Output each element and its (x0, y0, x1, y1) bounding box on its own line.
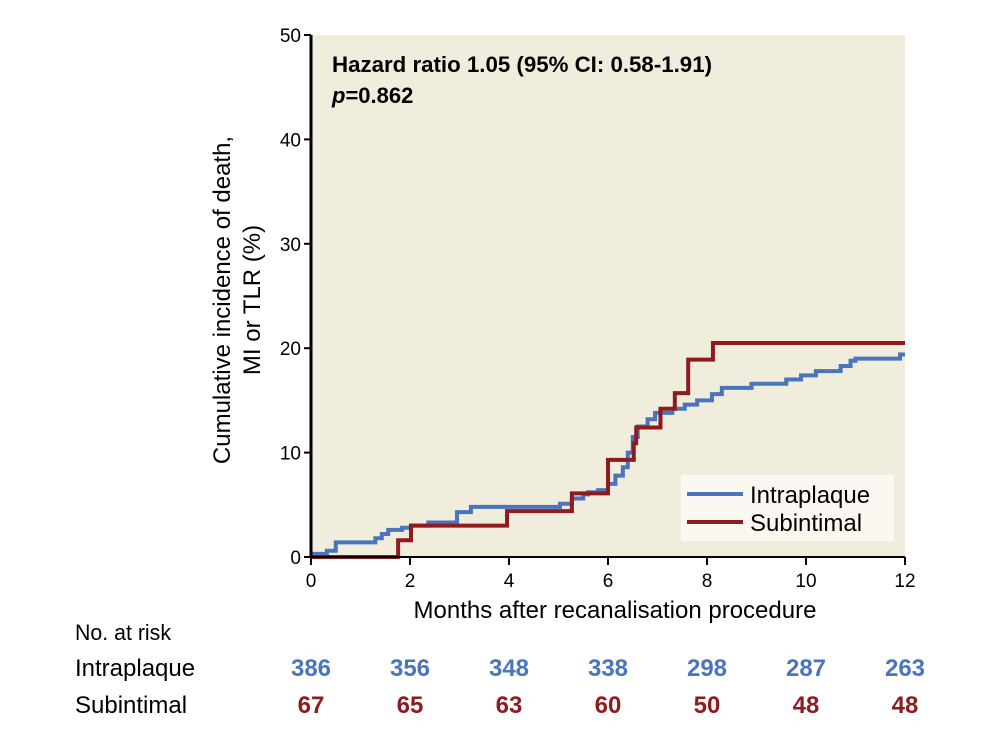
risk-value-subintimal: 50 (694, 692, 721, 719)
risk-value-subintimal: 67 (298, 692, 325, 719)
legend: Intraplaque Subintimal (681, 475, 894, 541)
series-line-subintimal (311, 340, 905, 559)
y-tick-label: 0 (290, 548, 301, 569)
annotation-hazard-ratio: Hazard ratio 1.05 (95% CI: 0.58-1.91) (332, 52, 712, 77)
x-tick-label: 8 (702, 571, 713, 592)
risk-value-subintimal: 48 (892, 692, 919, 719)
x-tick-label: 2 (405, 571, 416, 592)
y-tick-label: 10 (280, 444, 301, 465)
p-label: p (331, 83, 345, 108)
risk-value-intraplaque: 386 (291, 655, 331, 682)
risk-value-intraplaque: 287 (786, 655, 826, 682)
risk-value-intraplaque: 348 (489, 655, 529, 682)
y-tick-label: 30 (280, 235, 301, 256)
x-tick-label: 10 (795, 571, 816, 592)
risk-value-subintimal: 60 (595, 692, 622, 719)
risk-value-intraplaque: 338 (588, 655, 628, 682)
y-tick-label: 40 (280, 130, 301, 151)
risk-value-intraplaque: 298 (687, 655, 727, 682)
risk-table-title: No. at risk (75, 620, 172, 645)
risk-value-subintimal: 65 (397, 692, 424, 719)
x-tick-label: 4 (504, 571, 515, 592)
risk-row-label-subintimal: Subintimal (75, 692, 187, 719)
x-tick-label: 6 (603, 571, 614, 592)
y-axis-label-line1: Cumulative incidence of death, (209, 136, 236, 464)
x-tick-label: 0 (306, 571, 317, 592)
y-axis-label-line2: MI or TLR (%) (239, 225, 266, 375)
risk-value-subintimal: 48 (793, 692, 820, 719)
x-tick-label: 12 (894, 571, 915, 592)
risk-value-intraplaque: 356 (390, 655, 430, 682)
risk-value-intraplaque: 263 (885, 655, 925, 682)
x-axis-label: Months after recanalisation procedure (414, 597, 817, 624)
series-line-intraplaque (311, 352, 905, 556)
annotation-p-value: p=0.862 (331, 83, 413, 108)
legend-box (681, 475, 894, 541)
p-value: =0.862 (345, 83, 413, 108)
y-tick-label: 20 (280, 339, 301, 360)
risk-row-label-intraplaque: Intraplaque (75, 655, 195, 682)
y-tick-label: 50 (280, 26, 301, 47)
risk-value-subintimal: 63 (496, 692, 523, 719)
legend-label-intraplaque: Intraplaque (750, 482, 870, 509)
legend-label-subintimal: Subintimal (750, 510, 862, 537)
